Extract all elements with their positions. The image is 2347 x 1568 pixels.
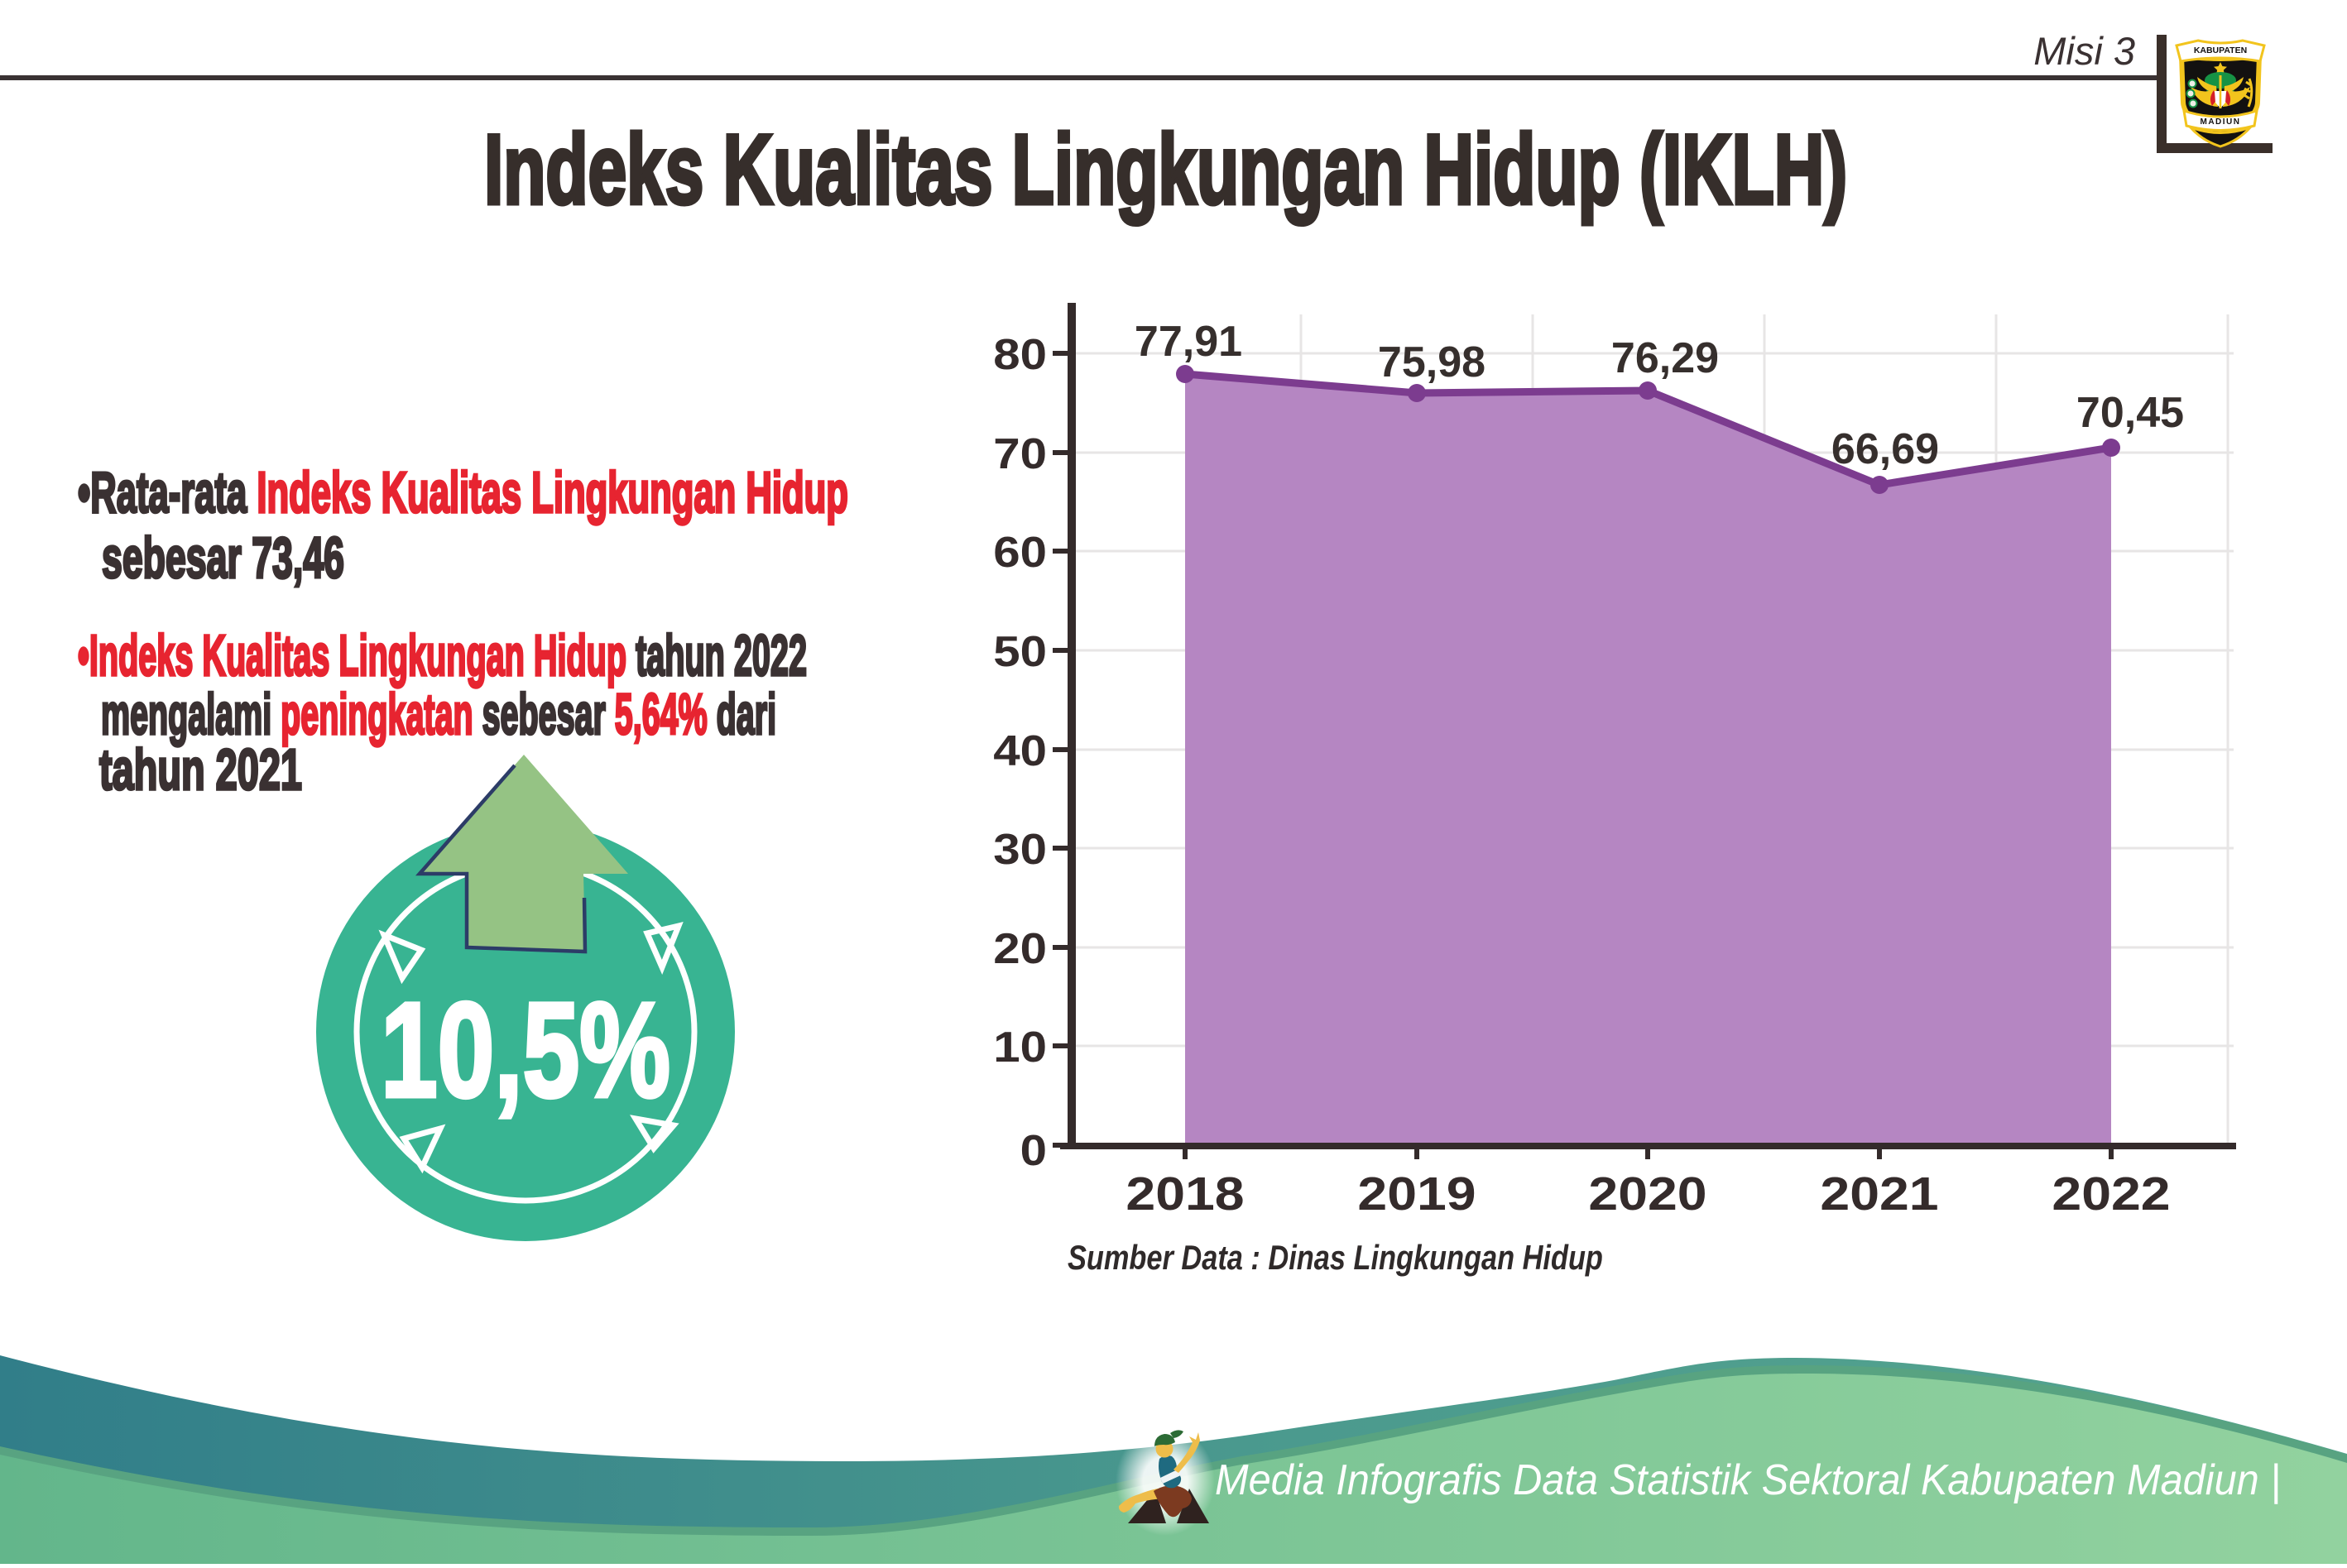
- svg-text:Media Infografis Data Statisti: Media Infografis Data Statistik Sektoral…: [1215, 1455, 2281, 1505]
- svg-text:sebesar 73,46: sebesar 73,46: [102, 526, 344, 590]
- svg-text:10,5%: 10,5%: [381, 974, 670, 1125]
- svg-text:10: 10: [993, 1023, 1047, 1071]
- svg-text:40: 40: [993, 726, 1047, 774]
- svg-text:0: 0: [1020, 1126, 1047, 1174]
- svg-text:77,91: 77,91: [1135, 318, 1242, 366]
- svg-text:Sumber Data : Dinas Lingkungan: Sumber Data : Dinas Lingkungan Hidup: [1068, 1239, 1603, 1278]
- svg-text:2018: 2018: [1126, 1167, 1244, 1220]
- svg-text:mengalami peningkatan sebesar: mengalami peningkatan sebesar 5,64% dari: [101, 683, 776, 747]
- svg-text:KABUPATEN: KABUPATEN: [2194, 46, 2247, 55]
- svg-text:20: 20: [993, 924, 1047, 972]
- svg-text:70: 70: [993, 429, 1047, 477]
- svg-text:•Indeks Kualitas Lingkungan Hi: •Indeks Kualitas Lingkungan Hidup tahun …: [78, 624, 807, 688]
- svg-text:76,29: 76,29: [1611, 334, 1719, 382]
- svg-text:•Rata-rata Indeks Kualitas Lin: •Rata-rata Indeks Kualitas Lingkungan Hi…: [78, 461, 848, 525]
- svg-text:2020: 2020: [1588, 1167, 1706, 1220]
- svg-text:2019: 2019: [1357, 1167, 1476, 1220]
- svg-text:50: 50: [993, 627, 1047, 675]
- svg-text:66,69: 66,69: [1831, 425, 1939, 473]
- svg-text:80: 80: [993, 330, 1047, 378]
- svg-text:30: 30: [993, 825, 1047, 873]
- svg-text:2022: 2022: [2052, 1167, 2170, 1220]
- svg-text:75,98: 75,98: [1378, 338, 1485, 386]
- svg-text:MADIUN: MADIUN: [2201, 117, 2241, 127]
- svg-text:70,45: 70,45: [2076, 389, 2184, 437]
- svg-text:Indeks Kualitas Lingkungan Hid: Indeks Kualitas Lingkungan Hidup (IKLH): [484, 113, 1847, 225]
- svg-text:tahun 2021: tahun 2021: [99, 737, 302, 803]
- svg-text:60: 60: [993, 528, 1047, 576]
- svg-text:Misi 3: Misi 3: [2033, 29, 2135, 73]
- svg-text:2021: 2021: [1820, 1167, 1938, 1220]
